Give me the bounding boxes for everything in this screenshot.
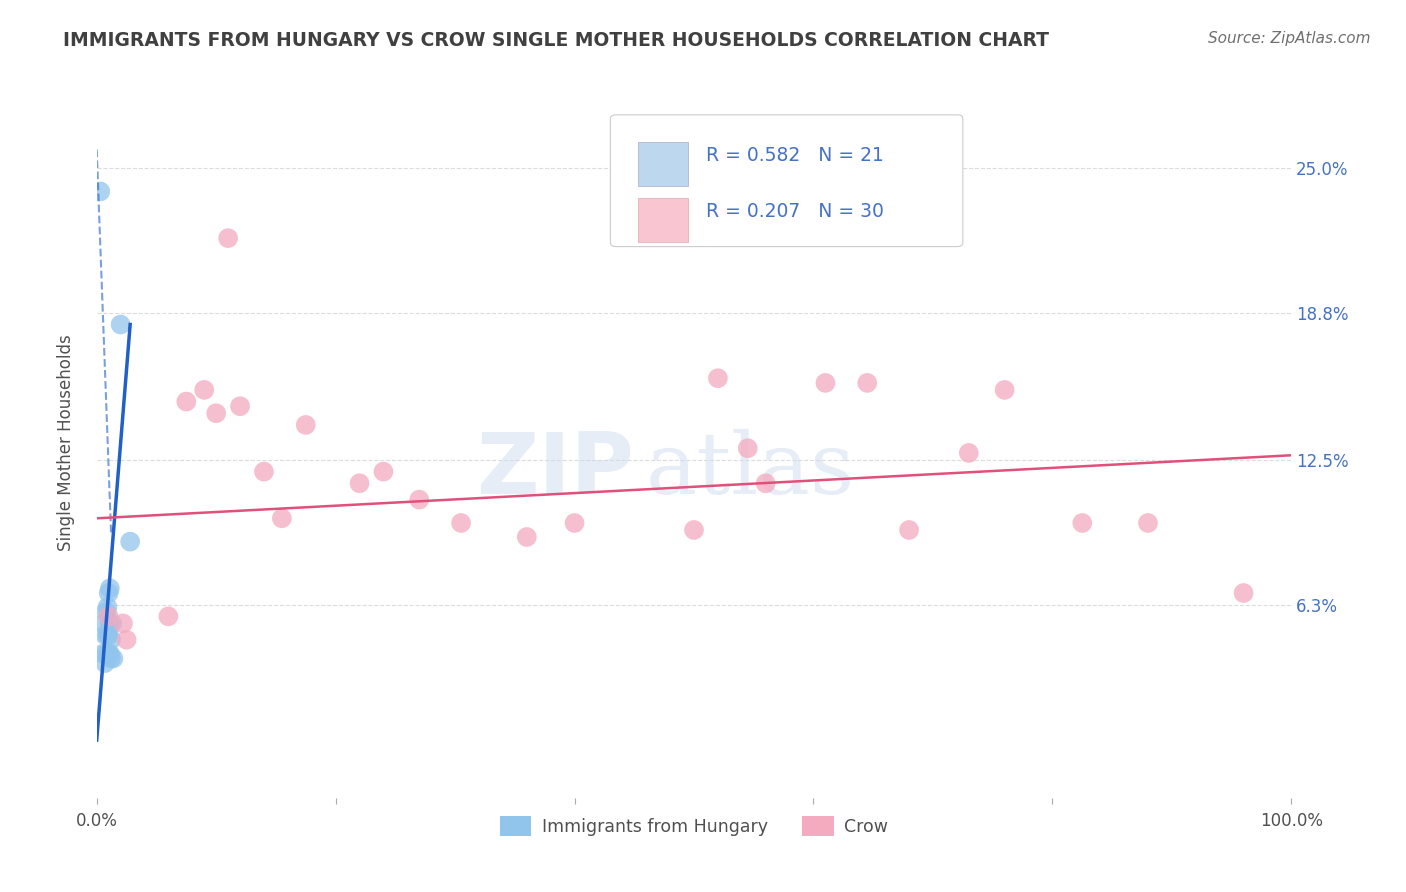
Point [111, 616, 134, 631]
Point [96, 628, 118, 642]
Point [957, 446, 980, 460]
Text: Source: ZipAtlas.com: Source: ZipAtlas.com [1208, 31, 1371, 46]
Y-axis label: Single Mother Households: Single Mother Households [58, 334, 75, 550]
Point [564, 516, 586, 530]
Point [253, 465, 276, 479]
Point [96, 605, 118, 619]
Point [100, 651, 122, 665]
Legend: Immigrants from Hungary, Crow: Immigrants from Hungary, Crow [494, 809, 896, 843]
Point [229, 399, 252, 413]
Point [96, 600, 118, 615]
Point [408, 492, 430, 507]
FancyBboxPatch shape [610, 115, 963, 246]
Point [98, 616, 121, 631]
FancyBboxPatch shape [638, 198, 688, 242]
Point [100, 632, 122, 647]
Point [115, 632, 138, 647]
Point [96, 647, 118, 661]
Point [101, 616, 124, 631]
Point [120, 534, 142, 549]
Point [683, 523, 706, 537]
Point [217, 231, 239, 245]
Point [94, 656, 117, 670]
Point [994, 383, 1017, 397]
Point [91, 647, 114, 661]
Point [450, 516, 472, 530]
Text: R = 0.207   N = 30: R = 0.207 N = 30 [706, 202, 884, 221]
Point [270, 511, 292, 525]
Point [103, 651, 125, 665]
Point [755, 476, 778, 491]
Point [707, 371, 730, 385]
Point [898, 523, 921, 537]
Point [97, 628, 120, 642]
Point [97, 647, 120, 661]
FancyBboxPatch shape [638, 142, 688, 186]
Point [89, 185, 111, 199]
Text: ZIP: ZIP [477, 429, 634, 512]
Point [814, 376, 837, 390]
Point [93, 616, 115, 631]
Point [110, 318, 132, 332]
Text: IMMIGRANTS FROM HUNGARY VS CROW SINGLE MOTHER HOUSEHOLDS CORRELATION CHART: IMMIGRANTS FROM HUNGARY VS CROW SINGLE M… [63, 31, 1049, 50]
Point [97, 609, 120, 624]
Point [157, 609, 180, 624]
Point [97, 586, 120, 600]
Point [1136, 516, 1159, 530]
Point [98, 582, 121, 596]
Point [193, 383, 215, 397]
Point [1071, 516, 1094, 530]
Point [94, 628, 117, 642]
Text: R = 0.582   N = 21: R = 0.582 N = 21 [706, 146, 884, 165]
Text: atlas: atlas [647, 429, 855, 513]
Point [98, 647, 121, 661]
Point [856, 376, 879, 390]
Point [349, 476, 371, 491]
Point [1232, 586, 1254, 600]
Point [737, 442, 759, 456]
Point [294, 417, 316, 432]
Point [205, 406, 228, 420]
Point [176, 394, 198, 409]
Point [373, 465, 395, 479]
Point [516, 530, 538, 544]
